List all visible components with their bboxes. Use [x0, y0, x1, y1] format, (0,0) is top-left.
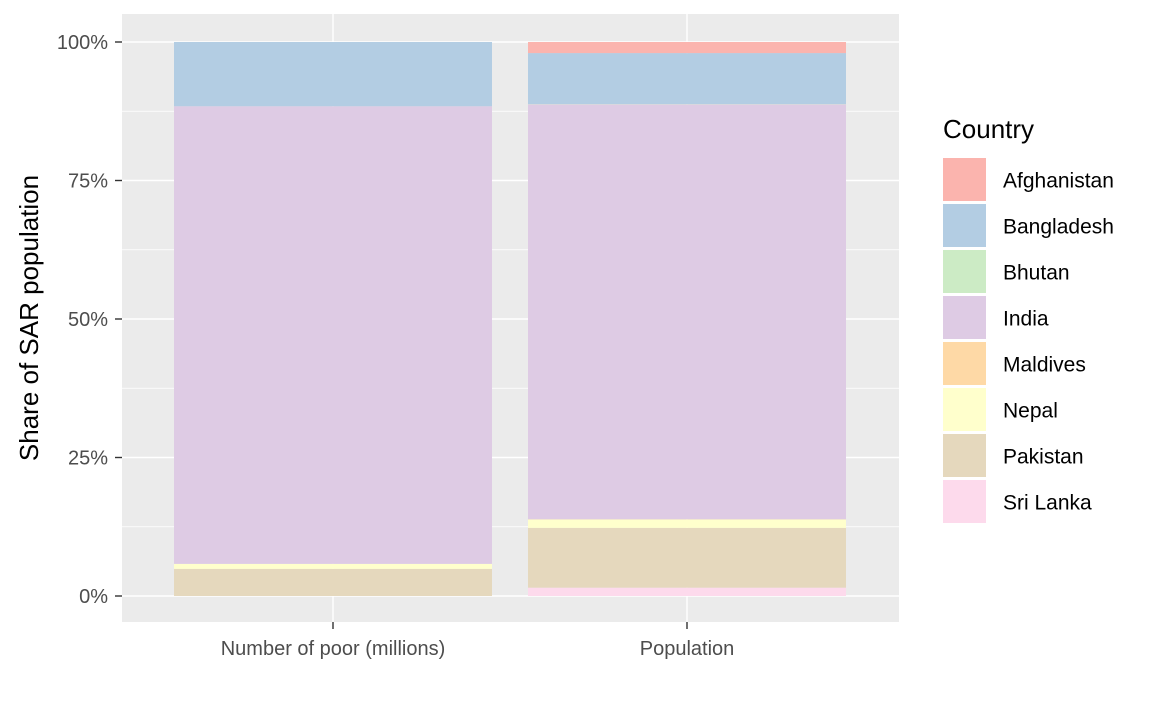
legend-label: Sri Lanka	[1003, 492, 1092, 515]
bar-segment-pakistan	[174, 568, 492, 596]
y-tick-label: 0%	[79, 586, 108, 608]
bar-segment-bangladesh	[174, 42, 492, 107]
x-axis-ticks: Number of poor (millions) Population	[221, 622, 735, 660]
legend-key-maldives	[943, 342, 986, 385]
bar-segment-india	[174, 106, 492, 564]
legend-label: India	[1003, 308, 1049, 331]
bars	[174, 42, 846, 596]
y-tick-label: 75%	[68, 171, 108, 193]
legend-key-nepal	[943, 388, 986, 431]
y-tick-label: 100%	[57, 32, 108, 54]
bar-segment-sri-lanka	[528, 587, 846, 596]
legend-items: Afghanistan Bangladesh Bhutan India Maldives…	[943, 158, 1114, 523]
y-axis-title: Share of SAR population	[14, 175, 44, 461]
bar-segment-bangladesh	[528, 53, 846, 105]
legend: Country Afghanistan Bangladesh Bhutan India…	[943, 114, 1114, 523]
legend-key-sri-lanka	[943, 480, 986, 523]
y-tick-label: 25%	[68, 448, 108, 470]
bar-segment-nepal	[174, 563, 492, 569]
y-axis-ticks: 0% 25% 50% 75% 100%	[57, 32, 122, 608]
x-tick-label: Population	[640, 638, 735, 660]
bar-segment-nepal	[528, 519, 846, 528]
legend-label: Bangladesh	[1003, 216, 1114, 239]
legend-title: Country	[943, 114, 1034, 144]
legend-label: Bhutan	[1003, 262, 1070, 285]
bar-segment-afghanistan	[528, 42, 846, 54]
legend-key-pakistan	[943, 434, 986, 477]
legend-label: Maldives	[1003, 354, 1086, 377]
legend-key-india	[943, 296, 986, 339]
legend-label: Pakistan	[1003, 446, 1084, 469]
legend-key-bhutan	[943, 250, 986, 293]
legend-label: Nepal	[1003, 400, 1058, 423]
x-tick-label: Number of poor (millions)	[221, 638, 446, 660]
bar-segment-pakistan	[528, 527, 846, 588]
legend-key-afghanistan	[943, 158, 986, 201]
legend-label: Afghanistan	[1003, 170, 1114, 193]
y-tick-label: 50%	[68, 309, 108, 331]
bar-segment-india	[528, 104, 846, 520]
legend-key-bangladesh	[943, 204, 986, 247]
